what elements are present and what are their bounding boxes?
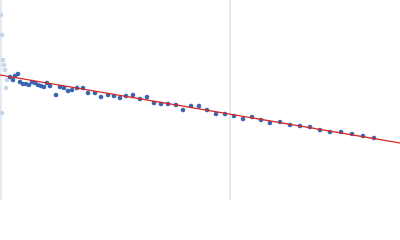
data-point [2, 67, 8, 73]
data-point [26, 82, 32, 88]
data-point [98, 94, 104, 100]
data-point [240, 116, 246, 122]
data-point [4, 77, 10, 83]
data-point [213, 111, 219, 117]
data-point [0, 57, 6, 63]
data-point [144, 94, 150, 100]
data-point [130, 92, 136, 98]
data-point [1, 62, 7, 68]
data-point [41, 84, 47, 90]
data-point [0, 110, 5, 116]
data-point [69, 87, 75, 93]
data-point [15, 71, 21, 77]
data-point [267, 120, 273, 126]
data-point [0, 12, 4, 18]
data-point [47, 83, 53, 89]
data-point [10, 77, 16, 83]
data-point [53, 92, 59, 98]
fit-line [0, 74, 400, 144]
data-point [65, 88, 71, 94]
chart [0, 0, 400, 200]
data-point [180, 107, 186, 113]
data-point [85, 90, 91, 96]
data-point [117, 95, 123, 101]
data-point [196, 103, 202, 109]
data-point [61, 85, 67, 91]
data-point [3, 85, 9, 91]
data-point [0, 32, 5, 38]
